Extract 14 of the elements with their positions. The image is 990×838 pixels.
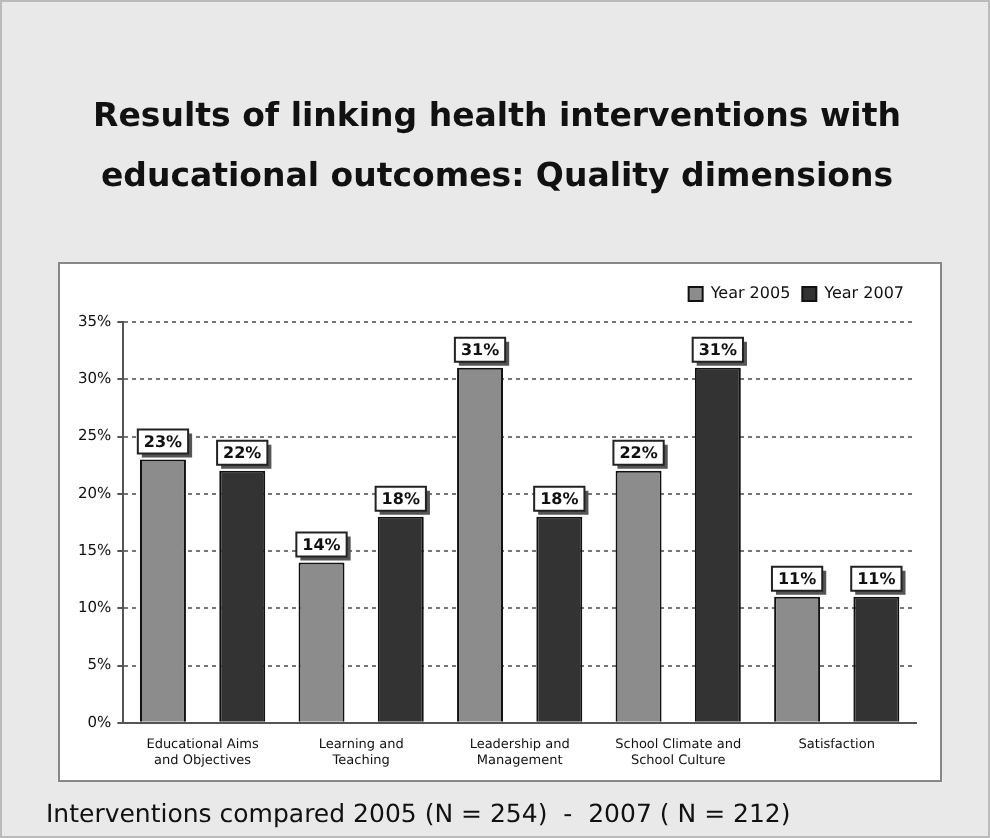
data-label: 11% xyxy=(857,569,896,588)
legend-label: Year 2007 xyxy=(822,284,905,303)
data-label: 11% xyxy=(777,569,817,588)
data-label: 31% xyxy=(460,340,500,359)
data-label: 14% xyxy=(302,535,341,554)
data-label: 18% xyxy=(540,489,579,508)
chart-title: Results of linking health interventions with educational outcomes: Quality dimensions xyxy=(91,94,903,198)
legend-label: Year 2005 xyxy=(708,284,791,303)
data-label: 22% xyxy=(619,444,658,463)
data-label: 18% xyxy=(381,489,420,508)
data-label: 31% xyxy=(698,340,737,359)
text: Interventions compared 2005 (N = 254) - 2007 ( N = 212) xyxy=(46,798,791,828)
data-label: 22% xyxy=(223,444,262,463)
data-label: 23% xyxy=(143,432,183,451)
